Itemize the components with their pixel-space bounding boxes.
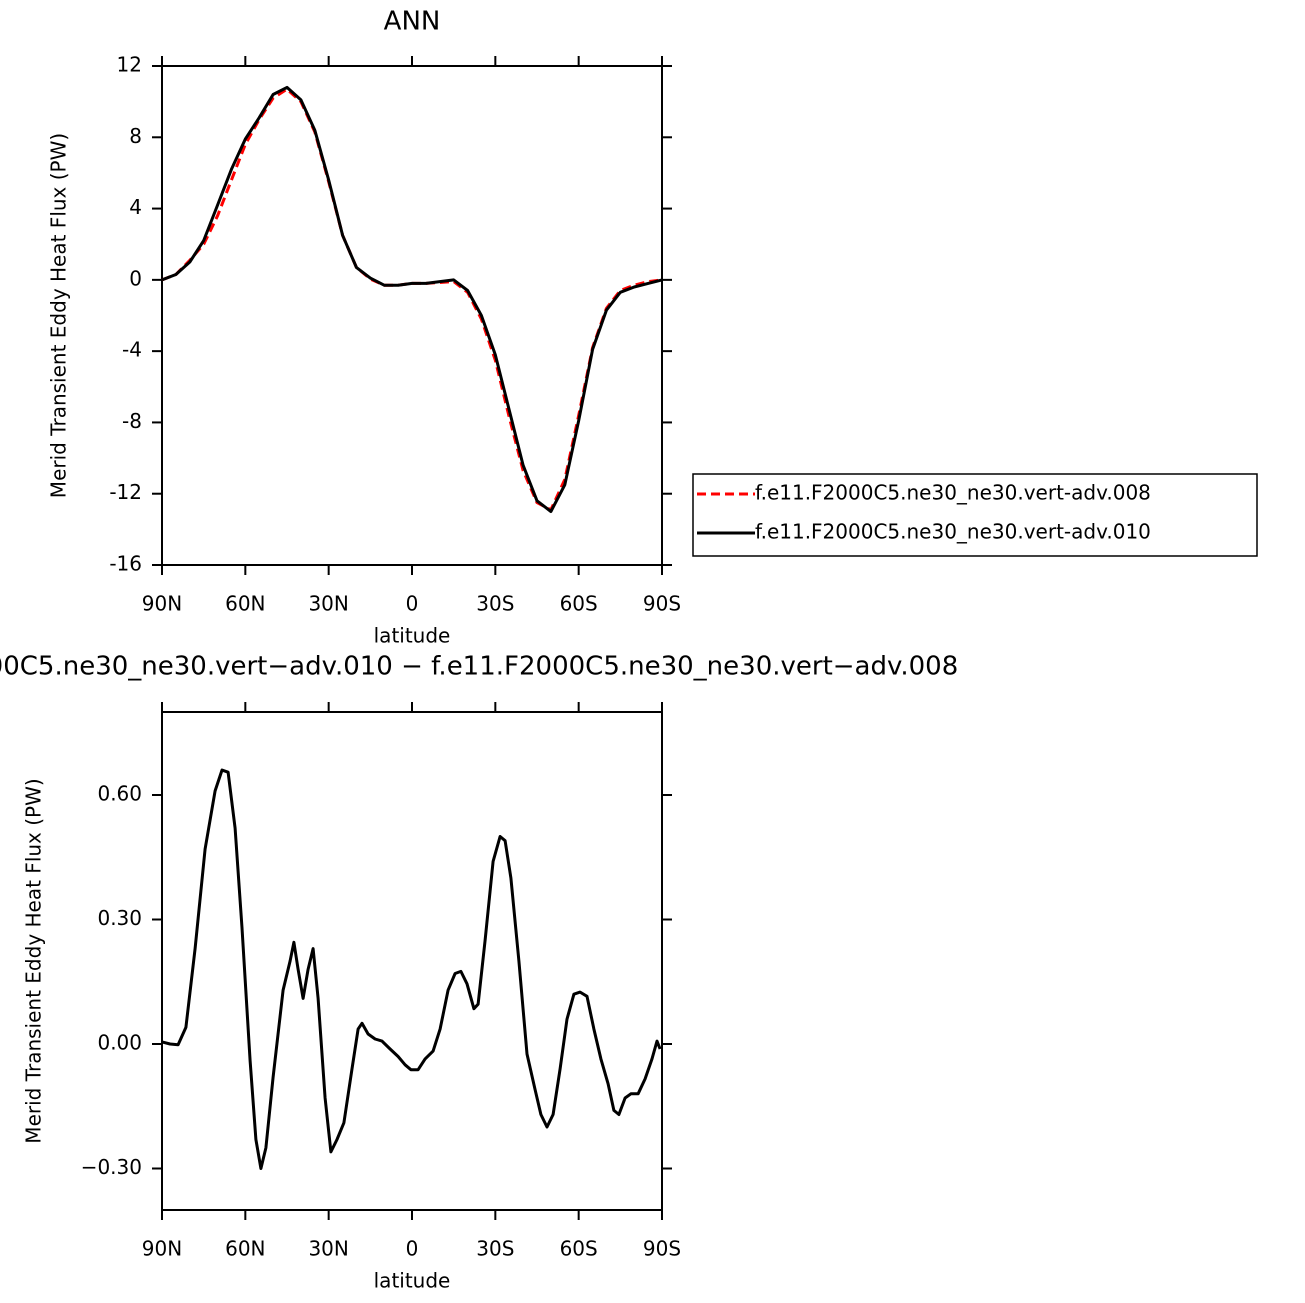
x-tick-label: 90N xyxy=(142,1237,182,1261)
x-tick-label: 30N xyxy=(308,1237,348,1261)
y-axis-label: Merid Transient Eddy Heat Flux (PW) xyxy=(22,778,46,1143)
x-tick-label: 60S xyxy=(560,592,598,616)
plot-frame xyxy=(161,65,663,566)
x-axis-label: latitude xyxy=(374,624,451,648)
x-tick-label: 30S xyxy=(476,1237,514,1261)
chart-title: f.e11.F2000C5.ne30_ne30.vert−adv.010 − f… xyxy=(0,652,958,682)
y-tick-label: −0.30 xyxy=(81,1155,142,1179)
x-tick-label: 60N xyxy=(225,1237,265,1261)
y-tick-label: 8 xyxy=(129,124,142,148)
x-tick-label: 90S xyxy=(643,592,681,616)
x-tick-label: 60N xyxy=(225,592,265,616)
y-tick-label: -16 xyxy=(109,552,142,576)
data-line xyxy=(161,87,663,512)
x-tick-label: 90S xyxy=(643,1237,681,1261)
x-axis-label: latitude xyxy=(374,1269,451,1293)
x-tick-label: 90N xyxy=(142,592,182,616)
y-tick-label: 0.00 xyxy=(97,1031,142,1055)
chart-title: ANN xyxy=(384,7,441,37)
x-tick-label: 0 xyxy=(406,1237,419,1261)
plot-frame xyxy=(161,711,663,1211)
legend-box xyxy=(692,473,1258,557)
x-tick-label: 30S xyxy=(476,592,514,616)
x-tick-label: 0 xyxy=(406,592,419,616)
x-tick-label: 60S xyxy=(560,1237,598,1261)
y-tick-label: 0.60 xyxy=(97,782,142,806)
y-tick-label: -4 xyxy=(122,338,142,362)
y-tick-label: 4 xyxy=(129,195,142,219)
data-line xyxy=(161,768,662,1170)
y-tick-label: -8 xyxy=(122,409,142,433)
data-line xyxy=(161,85,663,513)
y-tick-label: 12 xyxy=(117,53,142,77)
legend-label: f.e11.F2000C5.ne30_ne30.vert-adv.008 xyxy=(755,481,1151,505)
y-tick-label: 0.30 xyxy=(97,906,142,930)
legend-label: f.e11.F2000C5.ne30_ne30.vert-adv.010 xyxy=(755,520,1151,544)
y-tick-label: -12 xyxy=(109,480,142,504)
y-tick-label: 0 xyxy=(129,266,142,290)
y-axis-label: Merid Transient Eddy Heat Flux (PW) xyxy=(47,133,71,498)
x-tick-label: 30N xyxy=(308,592,348,616)
